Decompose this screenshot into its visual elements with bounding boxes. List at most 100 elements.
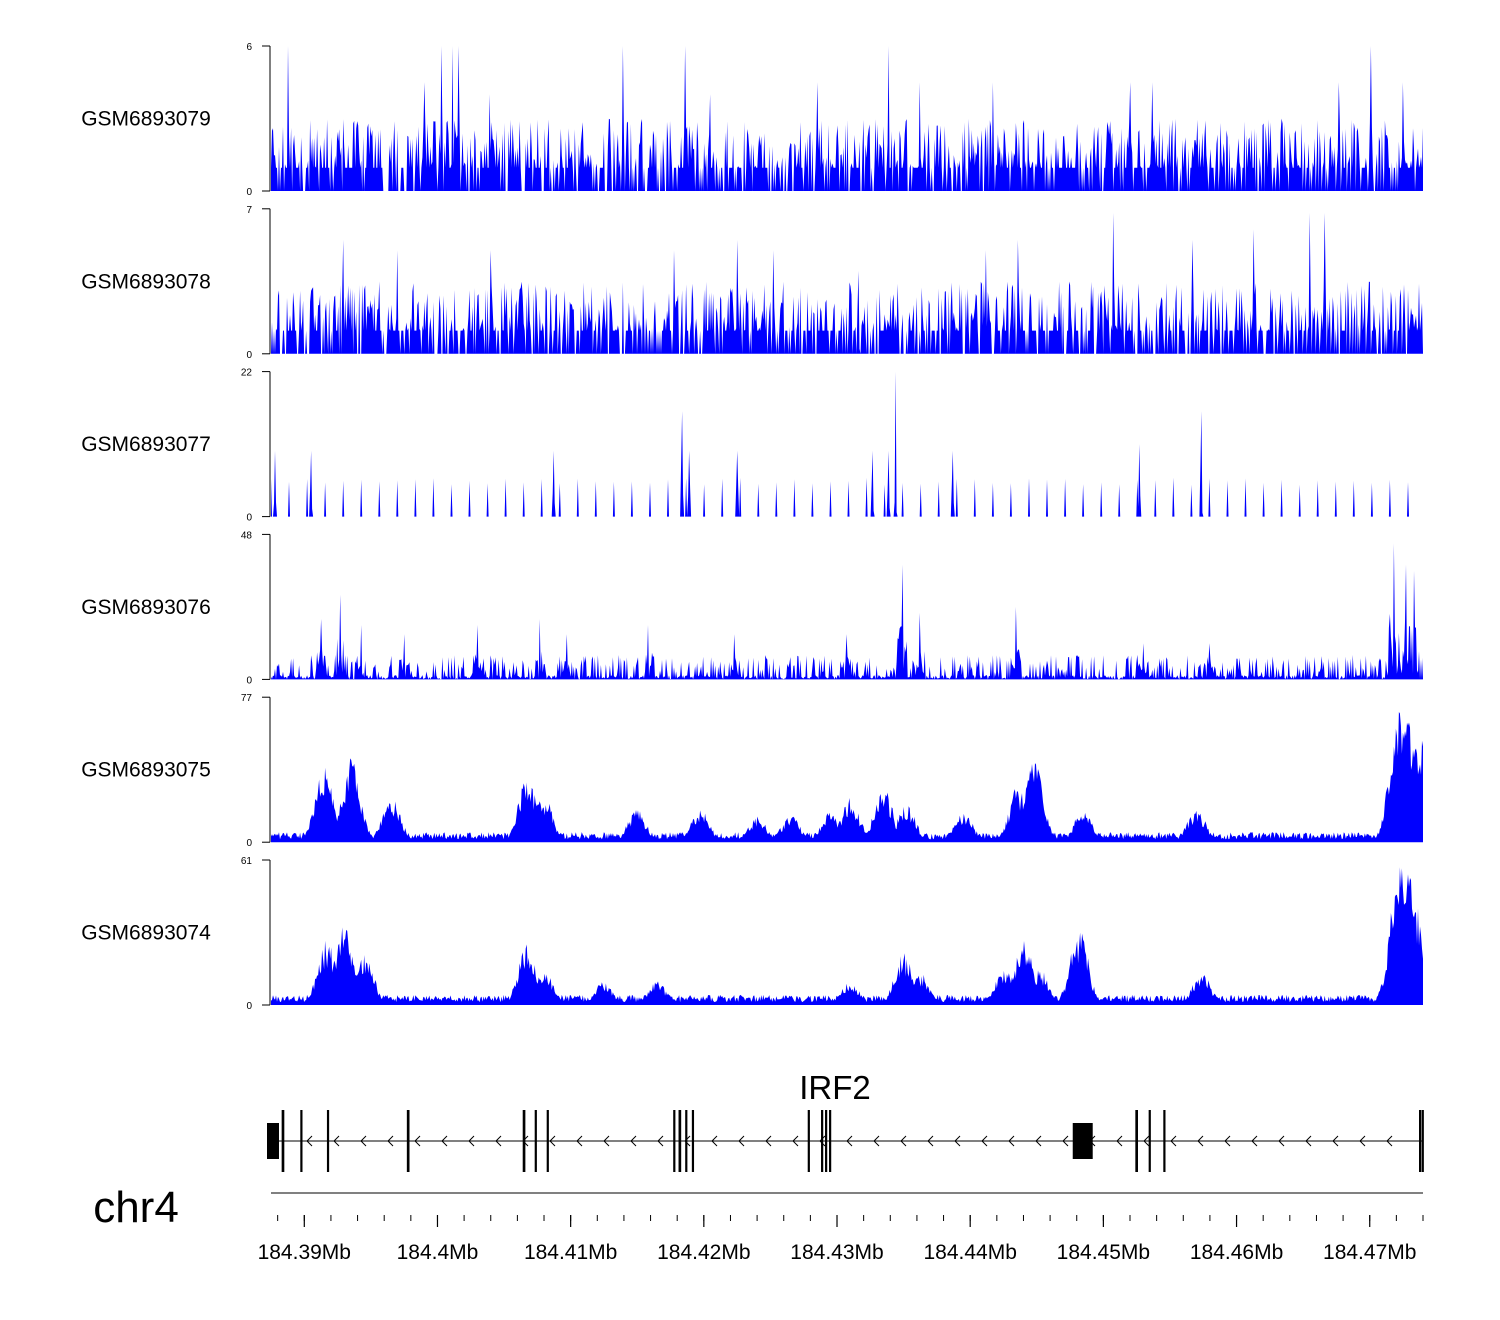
gene-exon [1135,1110,1138,1172]
chromosome-label: chr4 [93,1183,179,1232]
strand-arrow [1305,1135,1312,1147]
coverage-area [271,212,1423,354]
track-GSM6893078: GSM6893078 0 7 [81,205,1423,361]
major-tick-label: 184.43Mb [790,1241,883,1264]
strand-arrow [1197,1135,1204,1147]
strand-arrow [711,1135,718,1147]
track-label: GSM6893075 [81,759,211,782]
major-tick-label: 184.47Mb [1323,1241,1416,1264]
strand-arrow [1359,1135,1366,1147]
track-GSM6893076: GSM6893076 0 48 [81,530,1423,686]
gene-label: IRF2 [799,1069,871,1106]
strand-arrow [360,1135,367,1147]
y-tick-label: 6 [246,42,252,53]
strand-arrow [414,1135,421,1147]
y-tick-label: 22 [241,368,253,379]
strand-arrow [1251,1135,1258,1147]
coverage-tracks: GSM689307906GSM689307807GSM6893077022GSM… [81,42,1423,1012]
major-tick-label: 184.41Mb [524,1241,617,1264]
strand-arrow [1008,1135,1015,1147]
strand-arrow [1143,1135,1150,1147]
y-tick-label: 61 [241,856,253,867]
coverage-area [271,46,1423,191]
y-tick-label: 0 [246,675,252,686]
gene-exon [685,1110,688,1172]
coverage-area [271,867,1423,1005]
strand-arrow [1224,1135,1231,1147]
track-label: GSM6893076 [81,596,211,619]
strand-arrow [1035,1135,1042,1147]
strand-arrow [981,1135,988,1147]
track-label: GSM6893077 [81,433,211,456]
strand-arrow [873,1135,880,1147]
track-label: GSM6893078 [81,270,211,293]
gene-exon [406,1110,410,1172]
strand-arrow [630,1135,637,1147]
y-tick-label: 77 [241,693,253,704]
strand-arrow [846,1135,853,1147]
gene-exon [807,1110,810,1172]
gene-exon [825,1110,828,1172]
y-tick-label: 0 [246,350,252,361]
strand-arrow [495,1135,502,1147]
strand-arrow [819,1135,826,1147]
strand-arrow [1116,1135,1123,1147]
gene-exon [281,1110,285,1172]
gene-exon [1148,1110,1151,1172]
strand-arrow [657,1135,664,1147]
coverage-area [271,712,1423,843]
strand-arrow [738,1135,745,1147]
strand-arrow [1170,1135,1177,1147]
strand-arrow [603,1135,610,1147]
strand-arrow [441,1135,448,1147]
strand-arrow [333,1135,340,1147]
strand-arrow [927,1135,934,1147]
gene-exon [300,1110,303,1172]
major-tick-label: 184.44Mb [923,1241,1016,1264]
strand-arrow [765,1135,772,1147]
strand-arrow [576,1135,583,1147]
track-label: GSM6893079 [81,108,211,131]
strand-arrow [954,1135,961,1147]
gene-exon [1163,1110,1166,1172]
strand-arrow [1062,1135,1069,1147]
y-tick-label: 7 [246,205,252,216]
gene-exon [673,1110,676,1172]
track-GSM6893074: GSM6893074 0 61 [81,856,1423,1012]
track-GSM6893079: GSM6893079 0 6 [81,42,1423,198]
major-tick-label: 184.45Mb [1057,1241,1150,1264]
gene-exon [1072,1123,1093,1159]
major-tick-label: 184.39Mb [258,1241,351,1264]
gene-exon [691,1110,695,1172]
strand-arrow [900,1135,907,1147]
genome-axis: chr4 184.39Mb 184.4Mb 184.41Mb 184.42Mb 184.… [93,1183,1424,1264]
strand-arrow [1332,1135,1339,1147]
coverage-area [271,371,1423,517]
gene-exon [534,1110,537,1172]
strand-arrow [1386,1135,1393,1147]
gene-exon [267,1123,279,1159]
y-tick-label: 0 [246,838,252,849]
y-tick-label: 0 [246,1001,252,1012]
y-tick-label: 0 [246,513,252,524]
coverage-area [271,543,1423,680]
strand-arrow [1278,1135,1285,1147]
gene-exon [326,1110,330,1172]
strand-arrow [306,1135,313,1147]
gene-exon [546,1110,549,1172]
strand-arrow [792,1135,799,1147]
y-tick-label: 48 [241,530,253,541]
track-GSM6893077: GSM6893077 0 22 [81,368,1423,524]
track-GSM6893075: GSM6893075 0 77 [81,693,1423,849]
gene-exon [1419,1110,1422,1172]
strand-arrow [549,1135,556,1147]
gene-track: IRF2 [267,1069,1424,1172]
gene-exon [1421,1110,1424,1172]
gene-exon [821,1110,824,1172]
strand-arrow [468,1135,475,1147]
track-label: GSM6893074 [81,922,211,945]
gene-exon [829,1110,832,1172]
gene-exon [678,1110,682,1172]
major-tick-label: 184.42Mb [657,1241,750,1264]
